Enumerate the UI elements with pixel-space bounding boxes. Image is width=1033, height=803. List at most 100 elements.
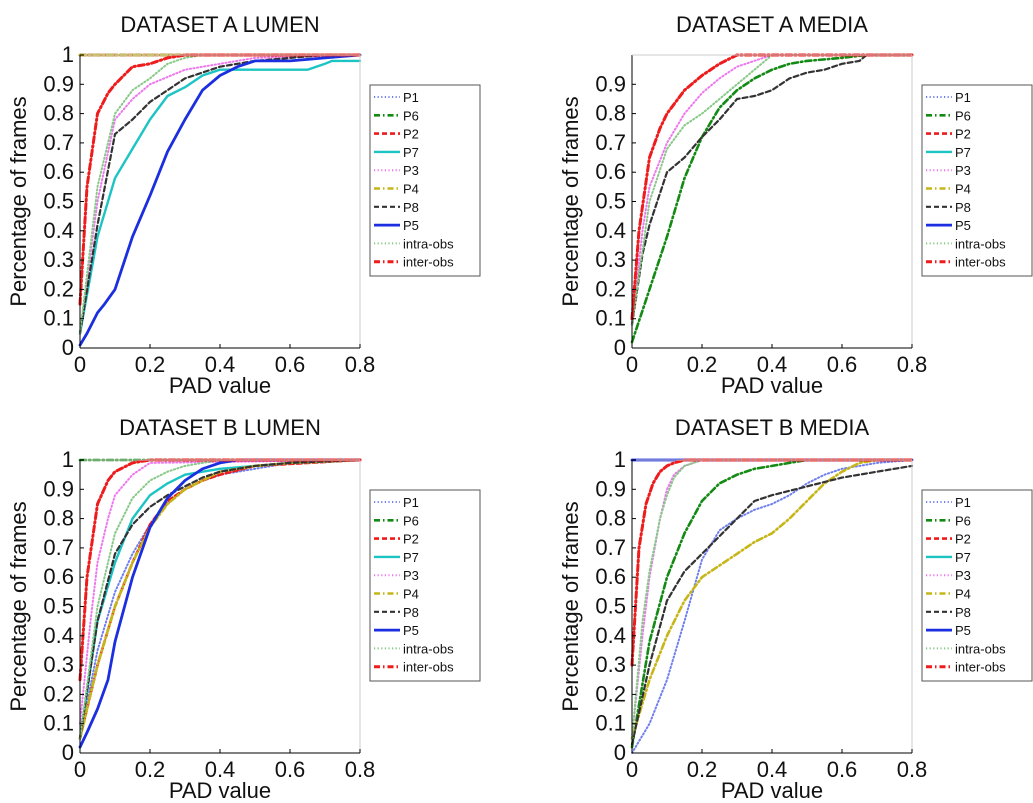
legend-label-P7: P7 — [403, 550, 419, 565]
series-line-P8 — [78, 53, 362, 335]
x-tick-label: 0.4 — [757, 352, 788, 377]
x-tick-label: 0.2 — [687, 352, 718, 377]
legend: P1 P6 P2 P7 P3 P4 P8 P5 intra-obs inter-obs — [921, 489, 1033, 682]
y-tick-label: 1 — [614, 447, 626, 472]
y-tick-label: 0.4 — [43, 623, 74, 648]
series-line-intra-obs — [79, 54, 361, 335]
y-tick-label: 0.6 — [595, 564, 626, 589]
series-line-P4 — [630, 458, 914, 740]
x-tick-label: 0 — [626, 757, 638, 782]
legend-label-P8: P8 — [403, 605, 419, 620]
legend-label-P6: P6 — [403, 108, 419, 123]
chart-title: DATASET B LUMEN — [119, 415, 321, 440]
x-axis-label: PAD value — [721, 778, 823, 803]
y-tick-label: 0 — [614, 740, 626, 765]
y-axis-label: Percentage of frames — [558, 96, 583, 306]
x-tick-label: 0.4 — [205, 757, 236, 782]
legend-box — [369, 489, 481, 682]
y-tick-label: 0.6 — [595, 159, 626, 184]
x-tick-label: 0.6 — [275, 757, 306, 782]
legend-box — [921, 489, 1033, 682]
x-tick-label: 0 — [74, 352, 86, 377]
y-tick-label: 0 — [614, 335, 626, 360]
series-line-P5 — [78, 458, 362, 749]
y-tick-label: 0.4 — [595, 623, 626, 648]
y-tick-label: 0.7 — [595, 535, 626, 560]
series-line-intra-obs — [79, 459, 361, 740]
legend-label-P6: P6 — [955, 108, 971, 123]
series-line-P3 — [79, 459, 361, 725]
y-tick-label: 0.4 — [595, 218, 626, 243]
legend-label-P4: P4 — [403, 587, 419, 602]
x-tick-label: 0.8 — [345, 352, 376, 377]
series-line-inter-obs — [630, 53, 914, 321]
x-axis-label: PAD value — [721, 373, 823, 398]
y-tick-label: 0 — [62, 740, 74, 765]
plot-area — [632, 55, 912, 348]
legend-label-intra-obs: intra-obs — [955, 236, 1006, 251]
y-tick-label: 0.9 — [595, 71, 626, 96]
x-tick-label: 0.8 — [345, 757, 376, 782]
x-tick-label: 0.2 — [135, 352, 166, 377]
x-axis-label: PAD value — [169, 373, 271, 398]
series-line-P1 — [79, 459, 361, 740]
y-tick-label: 0 — [62, 335, 74, 360]
legend-label-P3: P3 — [403, 568, 419, 583]
x-tick-label: 0 — [74, 757, 86, 782]
series-line-P1 — [631, 459, 913, 754]
y-tick-label: 0.9 — [43, 71, 74, 96]
plot-area — [632, 460, 912, 753]
y-tick-label: 1 — [62, 447, 74, 472]
series-group — [630, 53, 914, 344]
series-line-P3 — [79, 54, 361, 335]
y-tick-label: 0.5 — [595, 189, 626, 214]
legend-label-intra-obs: intra-obs — [403, 236, 454, 251]
x-tick-label: 0.4 — [205, 352, 236, 377]
series-line-P8 — [630, 464, 914, 746]
legend-label-P2: P2 — [955, 127, 971, 142]
legend-label-P3: P3 — [955, 163, 971, 178]
legend-label-P5: P5 — [955, 623, 971, 638]
x-tick-label: 0.8 — [897, 757, 928, 782]
legend-label-inter-obs: inter-obs — [955, 255, 1006, 270]
legend-label-P1: P1 — [403, 90, 419, 105]
series-line-P8 — [630, 53, 914, 326]
y-tick-label: 0.7 — [595, 130, 626, 155]
legend-label-intra-obs: intra-obs — [403, 641, 454, 656]
y-axis-label: Percentage of frames — [6, 96, 31, 306]
chart-panel-4: 00.10.20.30.40.50.60.70.80.910 0.2 0.4 0.6 0… — [558, 415, 1033, 803]
legend: P1 P6 P2 P7 P3 P4 P8 P5 intra-obs inter-obs — [369, 84, 481, 277]
y-tick-label: 0.9 — [595, 476, 626, 501]
legend-label-P8: P8 — [403, 200, 419, 215]
y-tick-label: 0.3 — [43, 652, 74, 677]
legend-label-inter-obs: inter-obs — [955, 660, 1006, 675]
legend-label-inter-obs: inter-obs — [403, 660, 454, 675]
chart-panel-2: 00.10.20.30.40.50.60.70.80.90 0.2 0.4 0.6 0.… — [558, 12, 1033, 398]
y-tick-label: 0.2 — [43, 276, 74, 301]
chart-title: DATASET A LUMEN — [120, 12, 319, 37]
y-tick-label: 0.6 — [43, 159, 74, 184]
series-line-P5 — [78, 53, 362, 347]
legend-label-P4: P4 — [955, 182, 971, 197]
y-tick-label: 0.3 — [595, 652, 626, 677]
y-tick-label: 0.1 — [595, 306, 626, 331]
y-tick-label: 0.6 — [43, 564, 74, 589]
legend-label-P2: P2 — [403, 127, 419, 142]
legend-box — [921, 84, 1033, 277]
series-line-intra-obs — [631, 459, 913, 740]
series-line-P3 — [631, 459, 913, 740]
y-tick-label: 0.8 — [595, 506, 626, 531]
legend-label-P6: P6 — [403, 513, 419, 528]
x-tick-label: 0 — [626, 352, 638, 377]
legend: P1 P6 P2 P7 P3 P4 P8 P5 intra-obs inter-obs — [921, 84, 1033, 277]
x-tick-label: 0.8 — [897, 352, 928, 377]
y-tick-label: 0.2 — [595, 681, 626, 706]
chart-title: DATASET A MEDIA — [676, 12, 868, 37]
legend-label-P6: P6 — [955, 513, 971, 528]
y-axis-label: Percentage of frames — [558, 501, 583, 711]
y-tick-label: 0.1 — [43, 306, 74, 331]
x-axis-label: PAD value — [169, 778, 271, 803]
legend-label-P5: P5 — [955, 218, 971, 233]
y-tick-label: 1 — [62, 42, 74, 67]
